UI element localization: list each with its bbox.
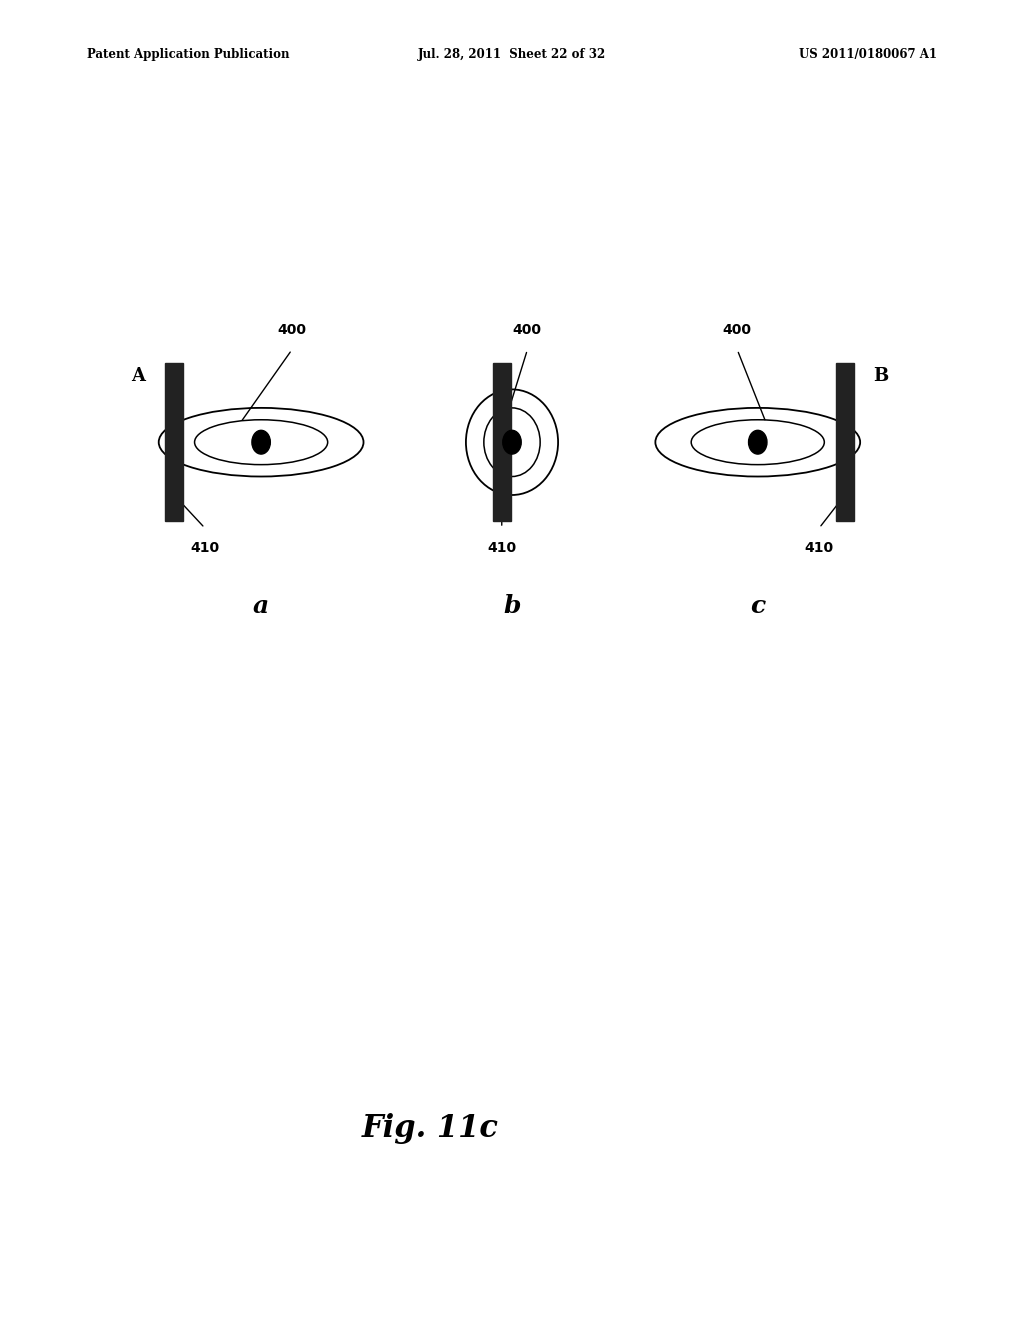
Text: A: A	[131, 367, 145, 385]
Text: 410: 410	[805, 541, 834, 556]
Text: 400: 400	[278, 322, 306, 337]
Text: 400: 400	[723, 322, 752, 337]
Text: a: a	[253, 594, 269, 618]
Circle shape	[503, 430, 521, 454]
Text: 410: 410	[487, 541, 516, 556]
Text: c: c	[751, 594, 765, 618]
Bar	[493, 363, 511, 521]
Text: Jul. 28, 2011  Sheet 22 of 32: Jul. 28, 2011 Sheet 22 of 32	[418, 48, 606, 61]
Text: US 2011/0180067 A1: US 2011/0180067 A1	[799, 48, 937, 61]
Circle shape	[252, 430, 270, 454]
Bar	[165, 363, 183, 521]
Text: 400: 400	[513, 322, 542, 337]
Text: Fig. 11c: Fig. 11c	[361, 1113, 499, 1144]
Text: 410: 410	[190, 541, 219, 556]
Circle shape	[749, 430, 767, 454]
Text: b: b	[503, 594, 521, 618]
Bar	[836, 363, 854, 521]
Text: Patent Application Publication: Patent Application Publication	[87, 48, 290, 61]
Text: B: B	[873, 367, 888, 385]
